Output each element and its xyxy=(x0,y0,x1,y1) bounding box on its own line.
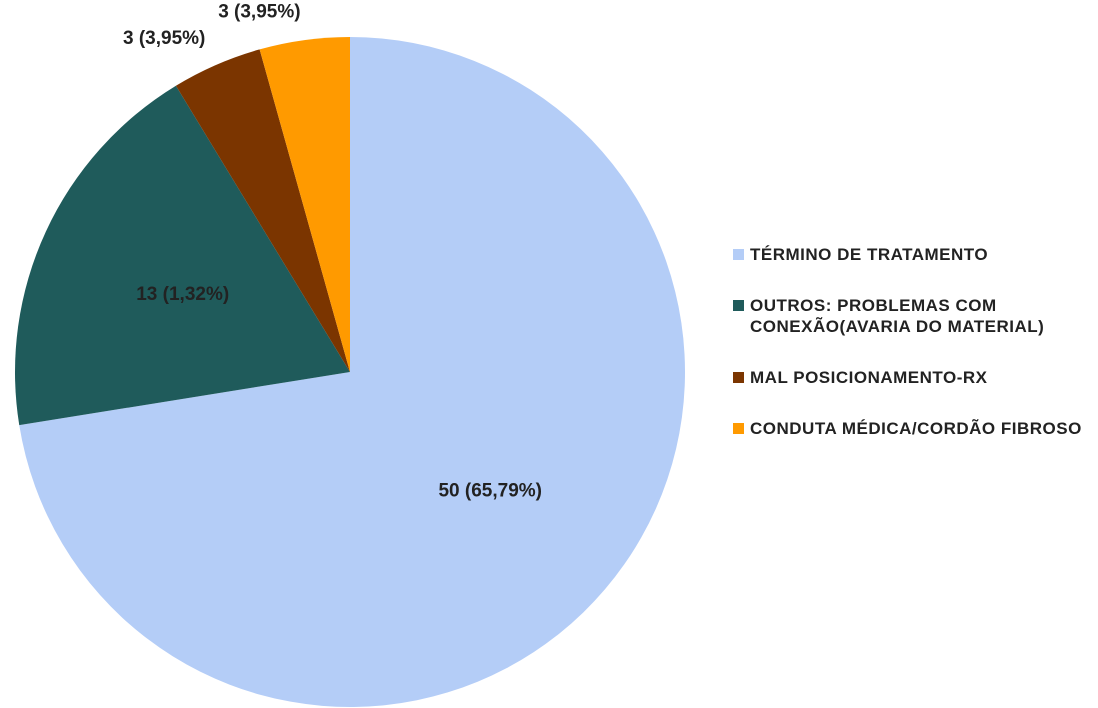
legend-label: TÉRMINO DE TRATAMENTO xyxy=(750,245,989,264)
data-label: 50 (65,79%) xyxy=(438,481,542,502)
pie-slice xyxy=(15,85,351,426)
legend-item: TÉRMINO DE TRATAMENTO xyxy=(733,244,1083,265)
legend-label: MAL POSICIONAMENTO-RX xyxy=(750,368,988,387)
legend-swatch xyxy=(733,300,744,311)
data-label: 3 (3,95%) xyxy=(123,28,205,49)
data-label: 3 (3,95%) xyxy=(218,1,300,22)
legend-item: MAL POSICIONAMENTO-RX xyxy=(733,367,1083,388)
legend-label: OUTROS: PROBLEMAS COM CONEXÃO(AVARIA DO … xyxy=(750,296,1045,336)
data-label: 13 (1,32%) xyxy=(136,284,229,305)
legend-item: CONDUTA MÉDICA/CORDÃO FIBROSO xyxy=(733,418,1083,439)
legend-swatch xyxy=(733,249,744,260)
legend-label: CONDUTA MÉDICA/CORDÃO FIBROSO xyxy=(750,419,1082,438)
pie-slice xyxy=(19,37,685,707)
pie-slice xyxy=(175,49,350,373)
legend-swatch xyxy=(733,372,744,383)
legend-item: OUTROS: PROBLEMAS COM CONEXÃO(AVARIA DO … xyxy=(733,295,1083,337)
pie-slice xyxy=(259,37,350,372)
legend: TÉRMINO DE TRATAMENTO OUTROS: PROBLEMAS C… xyxy=(733,244,1083,439)
legend-swatch xyxy=(733,423,744,434)
